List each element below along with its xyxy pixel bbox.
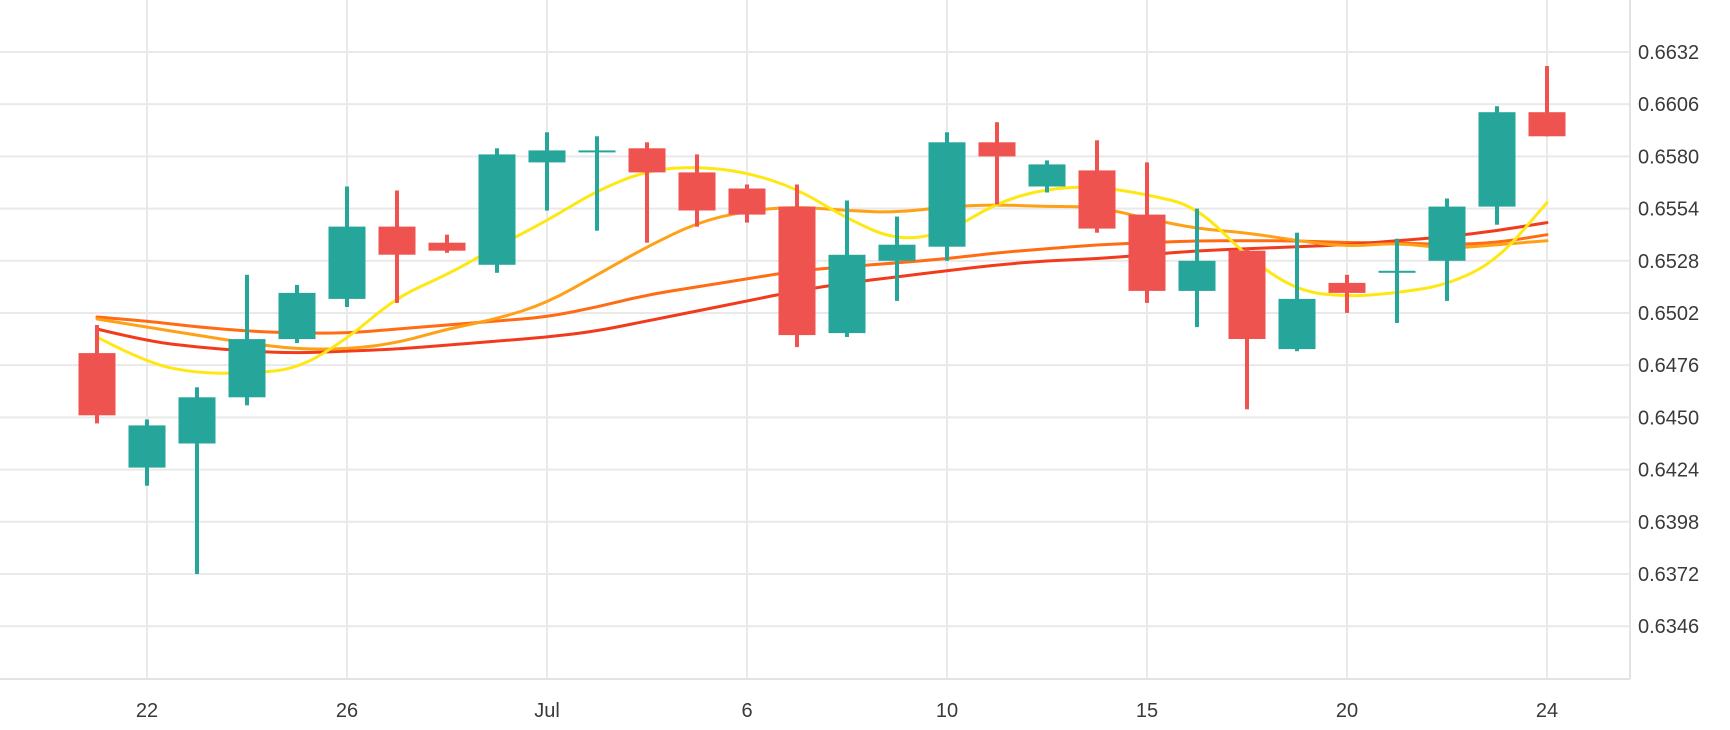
candle-body bbox=[78, 353, 116, 416]
candle-body bbox=[1428, 206, 1466, 261]
x-tick-label: 6 bbox=[741, 700, 752, 722]
candle-body bbox=[1378, 270, 1416, 273]
candle-up[interactable] bbox=[928, 132, 966, 261]
candle-wick bbox=[1395, 238, 1399, 323]
candle-down[interactable] bbox=[628, 142, 666, 243]
y-tick-label: 0.6502 bbox=[1638, 303, 1699, 325]
y-tick-label: 0.6554 bbox=[1638, 199, 1699, 221]
candle-up[interactable] bbox=[828, 200, 866, 338]
x-tick-label: 20 bbox=[1336, 700, 1358, 722]
candle-body bbox=[1228, 250, 1266, 339]
candle-up[interactable] bbox=[578, 136, 616, 231]
ma-medium-amber bbox=[95, 203, 1549, 351]
candle-down[interactable] bbox=[1128, 162, 1166, 303]
candle-body bbox=[1128, 214, 1166, 291]
candle-down[interactable] bbox=[1078, 140, 1116, 233]
candle-up[interactable] bbox=[128, 419, 166, 486]
candle-body bbox=[828, 254, 866, 334]
ma-fast-yellow bbox=[95, 166, 1549, 375]
candle-wick bbox=[1545, 66, 1549, 137]
candle-up[interactable] bbox=[528, 132, 566, 211]
candle-body bbox=[578, 150, 616, 153]
candle-down[interactable] bbox=[78, 325, 116, 424]
y-tick-label: 0.6632 bbox=[1638, 42, 1699, 64]
y-tick-label: 0.6346 bbox=[1638, 616, 1699, 638]
y-tick-label: 0.6606 bbox=[1638, 94, 1699, 116]
candle-up[interactable] bbox=[178, 387, 216, 574]
candle-up[interactable] bbox=[1278, 232, 1316, 352]
candle-down[interactable] bbox=[1328, 274, 1366, 313]
candle-down[interactable] bbox=[778, 184, 816, 348]
candle-down[interactable] bbox=[378, 190, 416, 303]
candle-body bbox=[128, 425, 166, 468]
candle-up[interactable] bbox=[328, 186, 366, 308]
y-tick-label: 0.6476 bbox=[1638, 355, 1699, 377]
candle-body bbox=[878, 244, 916, 261]
candle-up[interactable] bbox=[1028, 160, 1066, 193]
candle-wick bbox=[545, 132, 549, 211]
candle-up[interactable] bbox=[878, 216, 916, 301]
candle-body bbox=[1528, 112, 1566, 137]
candle-body bbox=[428, 242, 466, 251]
candle-down[interactable] bbox=[1528, 66, 1566, 137]
candle-body bbox=[1478, 112, 1516, 207]
y-tick-label: 0.6528 bbox=[1638, 251, 1699, 273]
candle-wick bbox=[1295, 232, 1299, 352]
y-tick-label: 0.6450 bbox=[1638, 407, 1699, 429]
candle-body bbox=[928, 142, 966, 247]
candle-body bbox=[728, 188, 766, 215]
candle-body bbox=[1328, 282, 1366, 293]
candle-body bbox=[1278, 298, 1316, 350]
y-tick-label: 0.6398 bbox=[1638, 512, 1699, 534]
candle-wick bbox=[595, 136, 599, 231]
candle-wick bbox=[645, 142, 649, 243]
candle-body bbox=[678, 172, 716, 211]
candle-body bbox=[628, 148, 666, 173]
candle-body bbox=[478, 154, 516, 265]
candle-down[interactable] bbox=[678, 154, 716, 227]
candle-up[interactable] bbox=[278, 284, 316, 344]
candle-down[interactable] bbox=[978, 122, 1016, 205]
candle-body bbox=[978, 142, 1016, 157]
candle-body bbox=[528, 150, 566, 163]
candle-wick bbox=[1345, 274, 1349, 313]
candle-wick bbox=[195, 387, 199, 574]
ma-slowest-red bbox=[95, 221, 1549, 355]
candle-down[interactable] bbox=[428, 234, 466, 253]
candle-body bbox=[1078, 170, 1116, 229]
candle-body bbox=[278, 292, 316, 340]
x-tick-label: 15 bbox=[1136, 700, 1158, 722]
candle-up[interactable] bbox=[478, 148, 516, 273]
candle-body bbox=[328, 226, 366, 299]
candle-down[interactable] bbox=[1228, 248, 1266, 410]
x-tick-label: 26 bbox=[336, 700, 358, 722]
x-tick-label: 10 bbox=[936, 700, 958, 722]
candle-body bbox=[378, 226, 416, 255]
candle-up[interactable] bbox=[1478, 106, 1516, 225]
candle-up[interactable] bbox=[1378, 238, 1416, 323]
y-tick-label: 0.6372 bbox=[1638, 564, 1699, 586]
candle-body bbox=[1178, 260, 1216, 291]
y-tick-label: 0.6424 bbox=[1638, 460, 1699, 482]
x-tick-label: 24 bbox=[1536, 700, 1558, 722]
candle-body bbox=[778, 206, 816, 336]
candle-up[interactable] bbox=[228, 274, 266, 406]
x-tick-label: Jul bbox=[534, 700, 560, 722]
candle-up[interactable] bbox=[1428, 198, 1466, 301]
candle-wick bbox=[995, 122, 999, 205]
x-tick-label: 22 bbox=[136, 700, 158, 722]
candle-body bbox=[178, 397, 216, 444]
candle-body bbox=[228, 339, 266, 398]
candle-body bbox=[1028, 164, 1066, 187]
candle-down[interactable] bbox=[728, 184, 766, 223]
y-tick-label: 0.6580 bbox=[1638, 146, 1699, 168]
candle-up[interactable] bbox=[1178, 208, 1216, 328]
